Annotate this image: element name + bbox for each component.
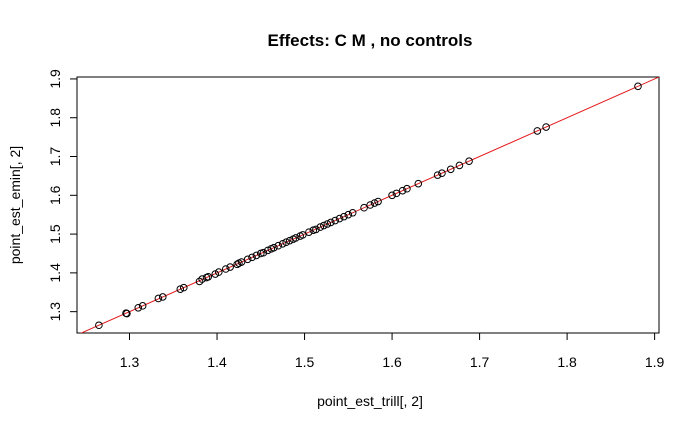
y-tick-label: 1.9 [47,69,63,89]
data-point [195,277,204,286]
data-point [340,212,348,221]
data-point [95,321,103,330]
data-point [252,251,261,260]
data-point [214,268,223,276]
data-point [243,255,252,264]
y-tick-label: 1.4 [47,263,63,283]
data-point [278,239,287,248]
data-point [291,234,300,242]
y-axis: 1.3 1.4 1.5 1.6 1.7 1.8 1.9 [47,69,77,321]
data-point [270,243,278,252]
data-point [533,127,542,135]
data-point [221,265,230,273]
x-tick-label: 1.5 [295,354,315,370]
data-point [158,293,167,301]
data-point [179,283,188,292]
x-tick-label: 1.3 [120,354,140,370]
data-point [134,303,143,312]
data-point [154,294,163,303]
data-point [348,208,357,217]
data-point [465,157,473,165]
data-point [335,214,344,223]
data-point [285,236,294,245]
x-axis: 1.3 1.4 1.5 1.6 1.7 1.8 1.9 [120,333,665,370]
data-point [320,221,328,230]
data-point [274,241,283,250]
data-point [403,184,411,193]
data-point [634,82,642,91]
data-point [259,248,268,257]
y-tick-label: 1.8 [47,108,63,128]
x-tick-label: 1.7 [470,354,490,370]
data-point [366,201,374,209]
data-point [298,231,307,239]
plot-area [80,77,659,333]
data-point [433,171,442,179]
data-point [374,197,382,206]
x-tick-label: 1.8 [557,354,577,370]
y-tick-label: 1.7 [47,147,63,167]
data-point [370,199,379,207]
y-tick-label: 1.3 [47,302,63,322]
data-point [360,203,368,212]
data-point [282,238,290,247]
data-point [204,272,213,281]
x-axis-label: point_est_trill[, 2] [317,393,423,409]
data-point [138,302,147,310]
data-point [305,228,313,236]
reference-line [80,77,659,333]
data-point [312,225,320,234]
y-axis-label: point_est_emin[, 2] [7,146,23,264]
data-point [542,123,550,131]
data-point [248,253,256,262]
data-point [233,260,241,269]
y-tick-label: 1.5 [47,224,63,244]
data-point [226,263,234,271]
data-point [455,161,464,170]
data-point [176,285,185,293]
data-point [446,165,455,174]
data-point [398,186,407,195]
data-point [344,210,353,219]
chart-title: Effects: C M , no controls [268,31,473,50]
data-point [327,218,335,227]
data-point [316,223,325,231]
x-tick-label: 1.9 [645,354,665,370]
x-tick-label: 1.6 [382,354,402,370]
x-tick-label: 1.4 [207,354,227,370]
data-point [331,216,339,225]
plot-frame [76,76,660,334]
data-point [237,258,246,266]
data-point [323,220,332,228]
y-tick-label: 1.6 [47,185,63,205]
data-point [388,191,396,200]
data-point [438,169,446,177]
data-point [263,246,272,255]
data-point [392,189,401,198]
data-point [123,309,131,318]
data-point [414,179,423,188]
